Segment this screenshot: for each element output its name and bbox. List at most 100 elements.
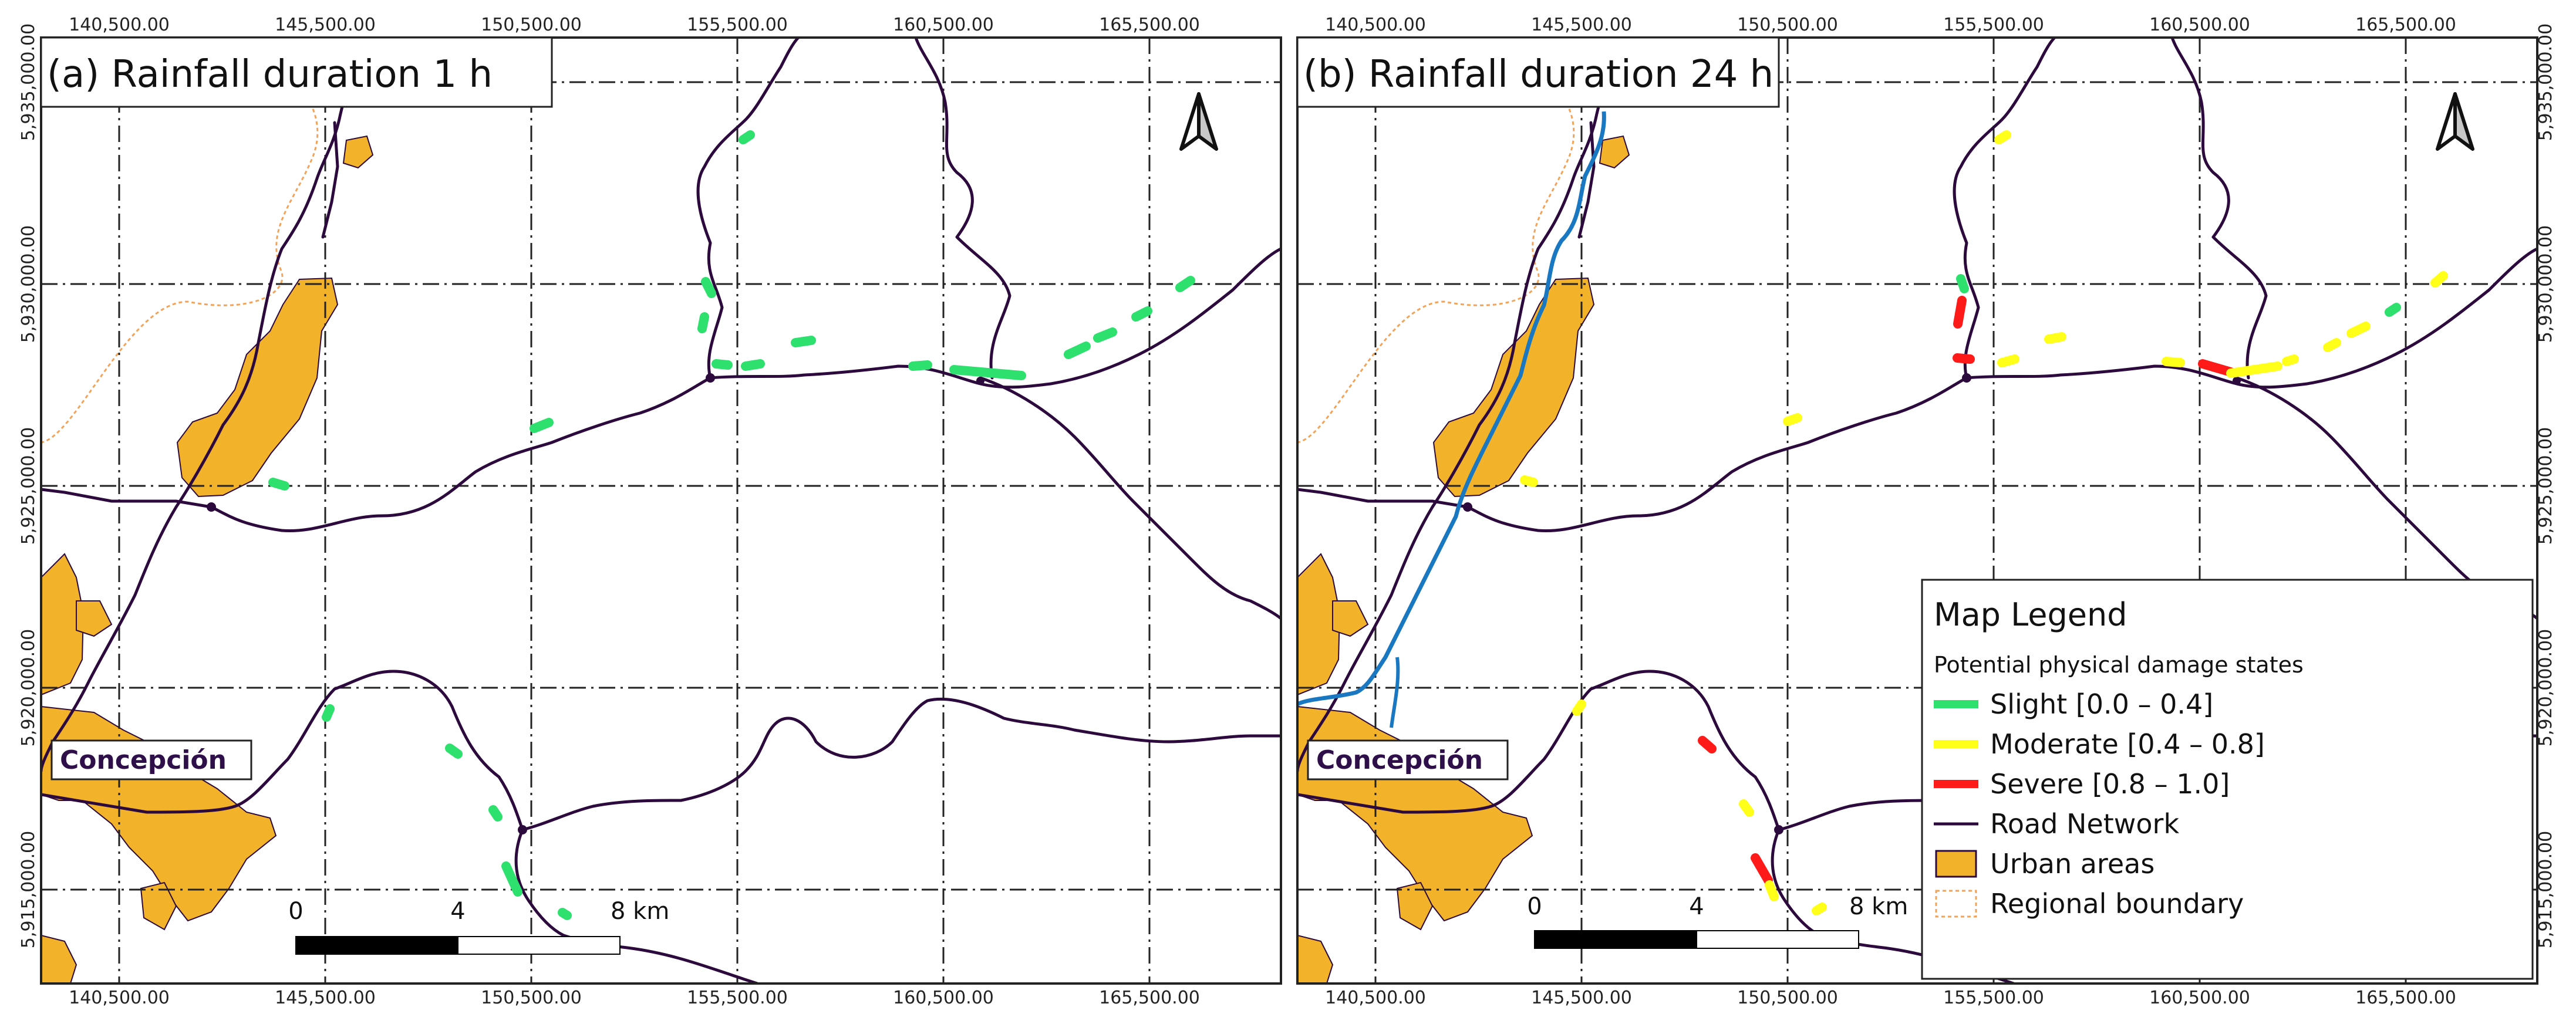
moderate-segment	[2226, 361, 2282, 378]
x-tick: 145,500.00	[275, 988, 376, 1008]
moderate-segment	[1572, 699, 1586, 716]
x-ticks-bottom-a: 140,500.00 145,500.00 150,500.00 155,500…	[69, 988, 1200, 1008]
x-tick: 165,500.00	[2355, 15, 2456, 35]
scale-label-4: 4	[450, 898, 465, 925]
slight-segment	[530, 418, 554, 433]
x-tick: 150,500.00	[481, 988, 582, 1008]
severe-segment	[2198, 359, 2236, 377]
scale-label-8: 8 km	[1849, 893, 1908, 920]
legend-severe-label: Severe [0.8 – 1.0]	[1990, 768, 2230, 800]
slight-segment	[949, 365, 1026, 380]
slight-segment	[501, 861, 522, 897]
legend-boundary-label: Regional boundary	[1990, 888, 2244, 920]
x-tick: 165,500.00	[1099, 988, 1200, 1008]
scale-label-4: 4	[1689, 893, 1704, 920]
scale-label-0: 0	[1527, 893, 1542, 920]
moderate-segment	[1997, 354, 2019, 367]
slight-segment	[2385, 303, 2401, 317]
x-tick: 140,500.00	[69, 15, 170, 35]
slight-segment	[1093, 327, 1117, 343]
slight-segment	[488, 805, 503, 822]
city-label-b: Concepción	[1316, 745, 1483, 775]
severe-segment	[1698, 736, 1717, 753]
scale-bar-b: 0 4 8 km	[1527, 893, 1908, 949]
y-ticks-right-b: 5,935,000.00 5,930,000.00 5,925,000.00 5…	[2535, 23, 2556, 948]
slight-segment	[908, 360, 932, 371]
slight-segment	[741, 359, 765, 371]
map-frame-b	[1296, 36, 2538, 985]
legend-title: Map Legend	[1934, 596, 2127, 633]
slight-segment	[1064, 342, 1091, 359]
legend-moderate-label: Moderate [0.4 – 0.8]	[1990, 728, 2265, 760]
x-tick: 150,500.00	[1737, 15, 1838, 35]
moderate-segment	[1520, 475, 1538, 487]
y-ticks-left-a: 5,935,000.00 5,930,000.00 5,925,000.00 5…	[18, 23, 39, 948]
moderate-segment	[1994, 130, 2011, 144]
y-tick: 5,915,000.00	[2535, 831, 2556, 948]
slight-segment	[268, 478, 289, 491]
map-frame-a	[40, 36, 1282, 985]
y-tick: 5,915,000.00	[18, 831, 39, 948]
slight-segment	[739, 130, 755, 144]
x-tick: 140,500.00	[1325, 988, 1426, 1008]
legend-box	[1921, 579, 2534, 980]
damage-segments-a	[268, 130, 1195, 920]
damage-segments-b	[1520, 130, 2448, 915]
x-tick: 140,500.00	[69, 988, 170, 1008]
y-tick: 5,935,000.00	[2535, 23, 2556, 141]
y-tick: 5,920,000.00	[18, 629, 39, 746]
severe-segment	[1751, 853, 1773, 885]
moderate-segment	[1765, 880, 1779, 901]
legend-slight-label: Slight [0.0 – 0.4]	[1990, 688, 2213, 720]
slight-segment	[1175, 276, 1195, 292]
x-ticks-bottom-b: 140,500.00 145,500.00 150,500.00 155,500…	[1325, 988, 2456, 1008]
x-tick: 160,500.00	[2149, 15, 2250, 35]
legend-boundary-swatch	[1935, 890, 1977, 918]
y-tick: 5,925,000.00	[2535, 427, 2556, 545]
slight-segment	[701, 277, 716, 298]
x-tick: 160,500.00	[893, 988, 994, 1008]
legend-subtitle: Potential physical damage states	[1934, 652, 2304, 678]
x-tick: 155,500.00	[687, 15, 788, 35]
slight-segment	[791, 336, 816, 347]
moderate-segment	[1783, 413, 1802, 426]
legend-road-label: Road Network	[1990, 808, 2179, 840]
severe-segment	[1953, 353, 1975, 364]
x-tick: 160,500.00	[2149, 988, 2250, 1008]
slight-segment	[1131, 306, 1152, 322]
y-tick: 5,930,000.00	[18, 225, 39, 343]
slight-segment	[445, 744, 463, 759]
y-tick: 5,930,000.00	[2535, 225, 2556, 343]
x-tick: 140,500.00	[1325, 15, 1426, 35]
slight-segment	[322, 704, 335, 722]
x-tick: 145,500.00	[1531, 15, 1632, 35]
moderate-segment	[2346, 322, 2371, 338]
x-tick: 150,500.00	[1737, 988, 1838, 1008]
slight-segment	[697, 312, 709, 333]
x-tick: 155,500.00	[1943, 15, 2044, 35]
x-tick: 150,500.00	[481, 15, 582, 35]
panel-title-a: (a) Rainfall duration 1 h	[47, 53, 493, 96]
x-tick: 155,500.00	[687, 988, 788, 1008]
x-tick: 165,500.00	[2355, 988, 2456, 1008]
moderate-segment	[1739, 799, 1754, 817]
x-tick: 155,500.00	[1943, 988, 2044, 1008]
city-label-a: Concepción	[60, 745, 227, 775]
x-tick: 165,500.00	[1099, 15, 1200, 35]
river	[1297, 111, 1606, 707]
panel-a: (a) Rainfall duration 1 h Concepción 0 4…	[18, 15, 1282, 1008]
severe-segment	[1953, 296, 1967, 329]
title-box-b	[1296, 36, 1780, 108]
moderate-segment	[2430, 271, 2448, 288]
x-tick: 160,500.00	[893, 15, 994, 35]
legend-urban-label: Urban areas	[1990, 848, 2154, 880]
basemap-a	[41, 38, 1281, 984]
scale-label-0: 0	[288, 898, 303, 925]
y-tick: 5,920,000.00	[2535, 629, 2556, 746]
title-box-a	[40, 36, 553, 108]
scale-label-8: 8 km	[611, 898, 669, 925]
city-label-box-a	[50, 739, 252, 780]
moderate-segment	[1812, 903, 1827, 915]
y-tick: 5,935,000.00	[18, 23, 39, 141]
